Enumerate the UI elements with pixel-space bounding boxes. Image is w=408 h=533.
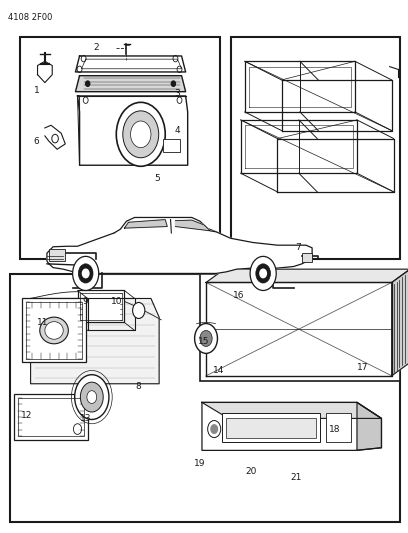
Bar xyxy=(80,293,122,320)
Text: 16: 16 xyxy=(233,292,244,300)
Circle shape xyxy=(86,81,90,86)
Bar xyxy=(231,37,400,259)
Circle shape xyxy=(171,81,175,86)
Text: 19: 19 xyxy=(194,459,206,468)
Text: 1: 1 xyxy=(34,86,40,95)
Bar xyxy=(222,413,320,442)
Polygon shape xyxy=(392,269,408,376)
Text: 7: 7 xyxy=(295,244,301,252)
Polygon shape xyxy=(47,220,312,273)
Circle shape xyxy=(123,111,159,158)
Circle shape xyxy=(211,425,217,433)
Polygon shape xyxy=(78,96,188,165)
Text: 20: 20 xyxy=(245,467,257,476)
Text: 4: 4 xyxy=(175,126,180,135)
Bar xyxy=(326,413,351,442)
Polygon shape xyxy=(206,269,408,282)
Bar xyxy=(18,398,84,436)
Circle shape xyxy=(78,264,93,283)
Polygon shape xyxy=(75,56,186,72)
Text: 3: 3 xyxy=(175,89,180,98)
Text: 14: 14 xyxy=(213,366,224,375)
Circle shape xyxy=(87,391,97,403)
Text: 9: 9 xyxy=(83,297,89,305)
Circle shape xyxy=(250,256,276,290)
Bar xyxy=(49,249,65,261)
Bar xyxy=(14,394,88,440)
Text: 10: 10 xyxy=(111,297,122,305)
Text: 21: 21 xyxy=(290,473,302,481)
Bar xyxy=(26,302,82,359)
Circle shape xyxy=(133,302,145,318)
Bar xyxy=(10,274,400,522)
Text: 5: 5 xyxy=(154,174,160,183)
Circle shape xyxy=(200,330,212,346)
Bar xyxy=(20,37,220,259)
Text: 13: 13 xyxy=(80,414,91,423)
Polygon shape xyxy=(75,76,186,92)
Polygon shape xyxy=(45,125,65,149)
Circle shape xyxy=(116,102,165,166)
Circle shape xyxy=(260,269,266,278)
Bar xyxy=(22,298,86,362)
Bar xyxy=(226,418,316,438)
Ellipse shape xyxy=(45,322,63,340)
Polygon shape xyxy=(38,61,52,83)
Bar xyxy=(302,253,312,262)
Circle shape xyxy=(73,256,99,290)
Circle shape xyxy=(256,264,271,283)
Circle shape xyxy=(208,421,221,438)
Polygon shape xyxy=(202,402,381,450)
Polygon shape xyxy=(31,298,159,384)
Bar xyxy=(200,274,400,381)
Polygon shape xyxy=(124,220,167,228)
Circle shape xyxy=(82,269,89,278)
Circle shape xyxy=(75,375,109,419)
Text: 17: 17 xyxy=(357,364,369,372)
Ellipse shape xyxy=(40,317,69,344)
Text: 18: 18 xyxy=(329,425,340,433)
Bar xyxy=(163,139,180,152)
Circle shape xyxy=(131,121,151,148)
Text: 4108 2F00: 4108 2F00 xyxy=(8,13,53,22)
Text: 11: 11 xyxy=(37,318,49,327)
Text: 12: 12 xyxy=(21,411,32,420)
Text: 6: 6 xyxy=(34,137,40,146)
Text: 8: 8 xyxy=(136,382,142,391)
Polygon shape xyxy=(114,217,216,233)
Text: 15: 15 xyxy=(198,337,210,345)
Bar xyxy=(78,290,124,322)
Polygon shape xyxy=(206,282,392,376)
Polygon shape xyxy=(175,220,210,231)
Polygon shape xyxy=(357,402,381,450)
Text: 2: 2 xyxy=(93,44,99,52)
Circle shape xyxy=(80,382,103,412)
Circle shape xyxy=(195,324,217,353)
Polygon shape xyxy=(202,402,381,418)
